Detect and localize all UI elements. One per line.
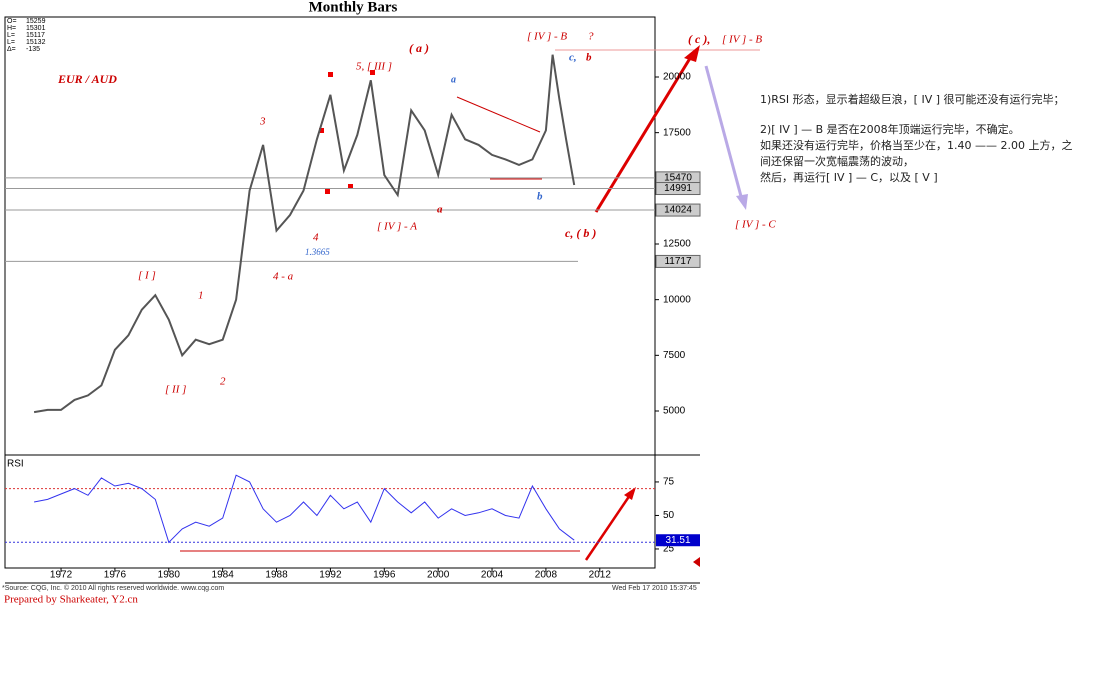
x-tick-label: 1972 [50, 570, 73, 581]
annotation: c, ( b ) [565, 226, 596, 240]
y-tick-label: 12500 [663, 239, 691, 250]
x-tick-label: 1996 [373, 570, 396, 581]
credit: Prepared by Sharkeater, Y2.cn [4, 594, 138, 606]
marker [325, 189, 330, 194]
price-line [34, 474, 575, 544]
trend-line [456, 96, 541, 133]
annotation: [ IV ] - A [377, 221, 417, 233]
y-tick-label: 25 [663, 544, 675, 555]
ohlc-label: L= [7, 32, 15, 39]
price-line [33, 54, 576, 414]
note: 然后，再运行[ IV ] — C，以及 [ V ] [760, 171, 938, 184]
ohlc-value: 15259 [26, 18, 46, 25]
level-label: 14991 [664, 183, 692, 194]
level-label: 14024 [664, 205, 692, 216]
annotation: 4 [313, 232, 319, 244]
arrow [594, 54, 694, 213]
annotation: ( c ), [688, 32, 710, 46]
arrow-head [684, 45, 700, 62]
x-tick-label: 1988 [265, 570, 288, 581]
level-tag [655, 182, 701, 196]
annotation: ? [588, 31, 594, 43]
level-tag [655, 254, 701, 268]
annotation: a [451, 74, 456, 85]
annotation: a [437, 204, 443, 216]
ohlc-label: O= [7, 18, 17, 25]
annotation: [ IV ] - B [527, 31, 567, 43]
arrow-head [624, 487, 636, 500]
arrow-head [693, 557, 700, 567]
annotation: [ IV ] - B [722, 34, 762, 46]
annotation: 1.3665 [305, 247, 330, 257]
y-tick-label: 7500 [663, 350, 686, 361]
annotation: 5, [ III ] [356, 61, 392, 73]
notes: 1)RSI 形态，显示着超级巨浪，[ IV ] 很可能还没有运行完毕； 2)[ I… [760, 92, 1080, 186]
plot-frame [4, 16, 656, 569]
annotation: [ IV ] - C [735, 219, 776, 231]
arrow [704, 65, 744, 201]
note: 如果还没有运行完毕，价格当至少在，1.40 —— 2.00 上方，之间还保留一次… [760, 139, 1073, 168]
x-tick-label: 2012 [589, 570, 612, 581]
x-tick-label: 1980 [158, 570, 181, 581]
y-tick-label: 10000 [663, 294, 691, 305]
note: 1)RSI 形态，显示着超级巨浪，[ IV ] 很可能还没有运行完毕； [760, 93, 1065, 106]
annotation: c, [569, 52, 577, 64]
annotation: EUR / AUD [57, 72, 117, 86]
marker [348, 184, 353, 189]
x-tick-label: 2000 [427, 570, 450, 581]
x-tick-label: 2004 [481, 570, 504, 581]
ohlc-label: L= [7, 39, 15, 46]
x-tick-label: 1976 [104, 570, 127, 581]
annotation: 1 [198, 290, 204, 302]
y-tick-label: 75 [663, 477, 675, 488]
level-tag [655, 203, 701, 217]
note: 2)[ IV ] — B 是否在2008年顶端运行完毕，不确定。 [760, 123, 1020, 136]
last-value-label: 31.51 [665, 535, 690, 546]
arrow-head [736, 194, 748, 210]
annotation: ( a ) [409, 41, 429, 55]
source: *Source: CQG, Inc. © 2010 All rights res… [2, 584, 224, 592]
chart-title: Monthly Bars [309, 0, 398, 15]
y-tick-label: 5000 [663, 406, 686, 417]
level-label: 11717 [664, 256, 692, 267]
annotation: b [537, 191, 543, 203]
y-tick-label: 17500 [663, 127, 691, 138]
arrow [584, 494, 632, 561]
x-tick-label: 1992 [319, 570, 342, 581]
x-tick-label: 1984 [212, 570, 235, 581]
ohlc-label: H= [7, 25, 16, 32]
ohlc-label: Δ= [7, 46, 16, 53]
marker [319, 128, 324, 133]
panel-title: RSI [7, 459, 24, 470]
annotation: 4 - a [273, 271, 294, 283]
y-tick-label: 20000 [663, 72, 691, 83]
y-tick-label: 50 [663, 510, 675, 521]
ohlc-value: 15117 [26, 32, 45, 39]
level-label: 15470 [664, 173, 692, 184]
last-value-tag [656, 534, 700, 547]
marker [328, 72, 333, 77]
x-tick-label: 2008 [535, 570, 558, 581]
annotation: [ II ] [165, 384, 186, 396]
annotation: [ I ] [138, 270, 156, 282]
ohlc-value: 15132 [26, 39, 46, 46]
annotation: 2 [220, 376, 226, 388]
ohlc-value: 15301 [26, 25, 46, 32]
ohlc-value: -135 [26, 46, 40, 53]
marker [370, 70, 375, 75]
annotation: 3 [259, 116, 266, 128]
annotation: b [586, 52, 592, 64]
timestamp: Wed Feb 17 2010 15:37:45 [612, 585, 697, 592]
